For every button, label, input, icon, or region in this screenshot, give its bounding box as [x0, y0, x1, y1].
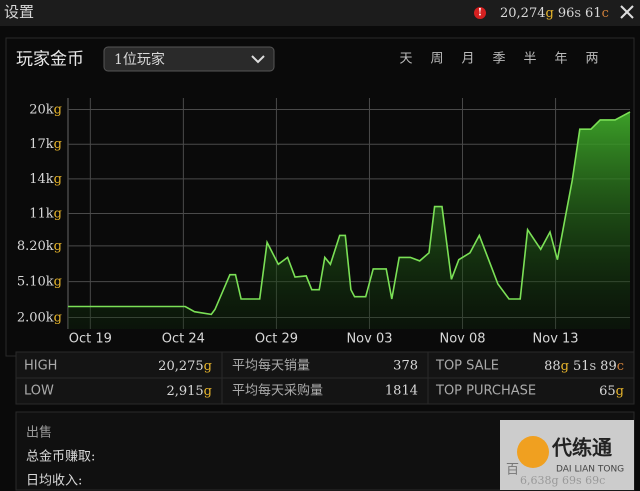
silver-amount: 96	[558, 6, 575, 21]
stat-value: 1814	[385, 384, 418, 399]
watermark-sub: DAI LIAN TONG	[556, 465, 624, 475]
alert-icon[interactable]	[474, 7, 486, 19]
y-tick-label: 20kg	[29, 102, 62, 117]
gold-unit: g	[546, 6, 554, 21]
copper-amount: 89	[600, 359, 617, 374]
copper-amount: 61	[585, 6, 602, 21]
stats-table: HIGH 20,275g LOW 2,915g 平均每天销量 378 平均每天采…	[15, 351, 635, 405]
watermark-logo	[517, 436, 549, 468]
sales-label: 总金币赚取:	[26, 449, 95, 465]
stat-label: HIGH	[24, 359, 57, 374]
y-tick-label: 2.00kg	[17, 310, 62, 325]
stat-value: 2,915g	[166, 384, 212, 399]
gold-amount: 88	[544, 359, 561, 374]
y-tick-unit: g	[54, 310, 62, 325]
close-button[interactable]	[620, 5, 634, 19]
stat-label: 平均每天采购量	[232, 383, 323, 399]
player-gold: 20,274g 96s 61c	[500, 6, 609, 21]
y-tick-label: 14kg	[29, 171, 62, 186]
range-tab[interactable]: 年	[554, 52, 567, 67]
gold-unit: g	[204, 384, 212, 399]
stat-value: 88g 51s 89c	[544, 359, 624, 374]
y-tick-unit: g	[54, 102, 62, 117]
y-tick-unit: g	[54, 238, 62, 253]
y-tick-number: 20k	[29, 102, 54, 117]
x-tick-label: Oct 19	[69, 332, 112, 347]
stat-value: 20,275g	[158, 359, 212, 374]
gold-amount: 2,915	[166, 384, 203, 399]
dropdown-arrow	[251, 55, 265, 64]
sales-title: 出售	[26, 425, 52, 441]
y-tick-number: 5.10k	[17, 274, 54, 289]
gold-amount: 20,275	[158, 359, 204, 374]
y-tick-number: 2.00k	[17, 310, 54, 325]
y-tick-label: 5.10kg	[17, 274, 62, 289]
gold-unit: g	[561, 359, 569, 374]
x-tick-label: Oct 29	[255, 332, 298, 347]
gold-unit: g	[616, 384, 624, 399]
sales-faded: 6,638g 69s 69c	[520, 474, 605, 487]
y-tick-unit: g	[54, 274, 62, 289]
copper-unit: c	[617, 359, 624, 374]
y-tick-unit: g	[54, 206, 62, 221]
silver-amount: 51	[573, 359, 590, 374]
x-tick-label: Nov 03	[346, 332, 392, 347]
range-tab[interactable]: 周	[430, 52, 443, 67]
range-tab[interactable]: 季	[492, 52, 505, 67]
x-tick-label: Nov 13	[533, 332, 579, 347]
stat-label: 平均每天销量	[232, 358, 310, 374]
y-tick-number: 8.20k	[17, 238, 54, 253]
y-tick-number: 14k	[29, 171, 54, 186]
y-tick-number: 17k	[29, 137, 54, 152]
silver-unit: s	[574, 6, 581, 21]
range-tab[interactable]: 两	[585, 52, 598, 67]
x-tick-label: Nov 08	[439, 332, 485, 347]
sales-side: 百	[506, 463, 519, 478]
copper-unit: c	[602, 6, 609, 21]
watermark-name: 代练通	[551, 436, 612, 460]
window-title: 设置	[4, 3, 34, 21]
range-tab[interactable]: 月	[461, 52, 474, 67]
y-tick-unit: g	[54, 137, 62, 152]
range-tab[interactable]: 半	[523, 52, 536, 67]
panel-title: 玩家金币	[16, 50, 84, 70]
y-tick-number: 11k	[29, 206, 54, 221]
y-tick-unit: g	[54, 171, 62, 186]
y-tick-label: 17kg	[29, 137, 62, 152]
stat-label: TOP SALE	[435, 359, 499, 374]
stat-value: 65g	[599, 384, 624, 399]
sales-label: 日均收入:	[26, 474, 82, 489]
gold-amount: 65	[599, 384, 616, 399]
dropdown-label: 1位玩家	[114, 51, 165, 68]
gold-amount: 20,274	[500, 6, 546, 21]
y-tick-label: 11kg	[29, 206, 62, 221]
line	[68, 111, 631, 316]
stat-label: TOP PURCHASE	[435, 384, 536, 399]
player-dropdown[interactable]	[103, 46, 275, 72]
area-fill	[68, 111, 630, 330]
stat-label: LOW	[24, 384, 54, 399]
x-tick-label: Oct 24	[162, 332, 205, 347]
range-tab[interactable]: 天	[399, 52, 412, 67]
stat-value: 378	[393, 359, 418, 374]
title-bar	[0, 0, 640, 26]
silver-unit: s	[590, 359, 597, 374]
y-tick-label: 8.20kg	[17, 238, 62, 253]
gold-unit: g	[204, 359, 212, 374]
alert-mark: !	[478, 8, 482, 19]
